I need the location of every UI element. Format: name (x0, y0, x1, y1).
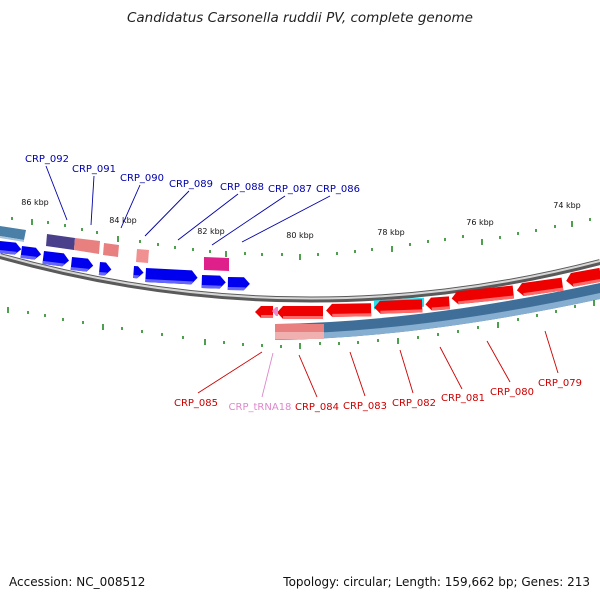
gene-label: CRP_tRNA18 (229, 402, 292, 413)
forward-gene-arrow (0, 241, 22, 255)
kbp-label: 76 kbp (466, 218, 494, 227)
kbp-label: 82 kbp (197, 227, 225, 236)
gene-label: CRP_084 (295, 402, 339, 413)
gene-label: CRP_079 (538, 378, 582, 389)
genome-summary: Topology: circular; Length: 159,662 bp; … (283, 575, 590, 589)
reverse-gene-arrow (451, 285, 515, 305)
gene-label: CRP_085 (174, 398, 218, 409)
gene-leader-line (298, 354, 318, 398)
feature-band-upper-left (0, 226, 26, 240)
gene-leader-line (177, 193, 239, 241)
gene-leader-line (486, 340, 511, 383)
gene-label: CRP_088 (220, 182, 264, 193)
feature-block-crp092 (46, 234, 75, 250)
gene-leader-line (349, 351, 366, 397)
genome-backbone-highlight (0, 254, 600, 300)
gene-label: CRP_092 (25, 154, 69, 165)
trna-arrow (272, 307, 278, 316)
gene-label: CRP_089 (169, 179, 213, 190)
figure-title: Candidatus Carsonella ruddii PV, complet… (126, 10, 473, 26)
gene-leader-line (144, 190, 190, 237)
gene-label: CRP_086 (316, 184, 360, 195)
forward-gene-arrow (98, 262, 112, 276)
gene-label: CRP_083 (343, 401, 387, 412)
gene-leader-line (120, 184, 141, 229)
feature-block-crp088 (204, 257, 229, 271)
reverse-gene-arrow (277, 306, 323, 319)
feature-block-crp091 (74, 238, 100, 254)
forward-gene-arrow (20, 246, 42, 260)
gene-leader-line (399, 349, 414, 394)
gene-leader-line (544, 330, 559, 374)
feature-block-crp089 (136, 249, 149, 263)
forward-gene-arrow (42, 251, 70, 267)
gene-label: CRP_080 (490, 387, 534, 398)
reverse-gene-arrow (516, 277, 564, 297)
reverse-gene-arrow (425, 296, 450, 311)
kbp-label: 86 kbp (21, 198, 49, 207)
gene-label: CRP_082 (392, 398, 436, 409)
kbp-label: 78 kbp (377, 228, 405, 237)
reverse-gene-arrow (374, 299, 423, 314)
forward-gene-arrow (70, 257, 94, 272)
gene-label: CRP_091 (72, 164, 116, 175)
gene-leader-line (197, 351, 263, 394)
feature-block-crp090 (103, 243, 119, 257)
gene-leader-line (241, 195, 331, 243)
feature-band-lower (275, 283, 600, 340)
forward-gene-arrow (227, 277, 250, 291)
forward-gene-arrow (145, 268, 198, 285)
gene-leader-line (45, 165, 68, 221)
kbp-label: 74 kbp (553, 201, 581, 210)
scale-ticks (7, 217, 595, 349)
gene-label: CRP_087 (268, 184, 312, 195)
gene-leader-line (439, 346, 463, 390)
feature-block-crp085-shade (275, 332, 324, 339)
gene-leader-line (211, 195, 286, 246)
feature-band-upper-left-shade (0, 236, 24, 242)
gene-label: CRP_081 (441, 393, 485, 404)
forward-gene-arrow (133, 266, 144, 279)
gene-leader-line (90, 175, 95, 226)
reverse-gene-arrow (566, 267, 600, 287)
forward-gene-arrow (201, 275, 226, 289)
reverse-gene-arrow (326, 303, 372, 317)
gene-leader-line (261, 352, 274, 398)
gene-label: CRP_090 (120, 173, 164, 184)
kbp-scale-labels: 86 kbp 84 kbp 82 kbp 80 kbp 78 kbp 76 kbp 74 k… (21, 198, 581, 240)
kbp-label: 84 kbp (109, 216, 137, 225)
kbp-label: 80 kbp (286, 231, 314, 240)
accession-label: Accession: NC_008512 (9, 575, 146, 589)
reverse-gene-arrows (255, 267, 600, 319)
reverse-gene-arrow (255, 306, 273, 318)
forward-gene-arrows (0, 241, 250, 291)
